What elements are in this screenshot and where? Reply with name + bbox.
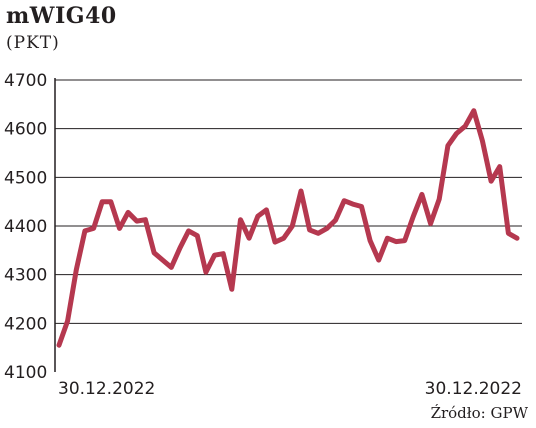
y-tick-label: 4400 — [4, 217, 47, 237]
y-tick-label: 4300 — [4, 266, 47, 286]
gridlines — [55, 79, 522, 324]
x-tick-label: 30.12.2022 — [425, 379, 522, 399]
x-tick-labels: 30.12.2022 30.12.2022 — [58, 379, 522, 399]
y-tick-label: 4100 — [4, 363, 47, 383]
x-tick-label: 30.12.2022 — [58, 379, 155, 399]
series-line — [56, 108, 520, 348]
y-tick-label: 4600 — [4, 120, 47, 140]
source-note: Źródło: GPW — [430, 404, 528, 422]
y-tick-label: 4700 — [4, 71, 47, 91]
chart-title: mWIG40 — [6, 3, 117, 29]
y-tick-label: 4500 — [4, 168, 47, 188]
y-tick-labels: 4100 4200 4300 4400 4500 4600 4700 — [4, 71, 47, 383]
chart-unit-label: (PKT) — [6, 33, 60, 53]
y-tick-label: 4200 — [4, 314, 47, 334]
